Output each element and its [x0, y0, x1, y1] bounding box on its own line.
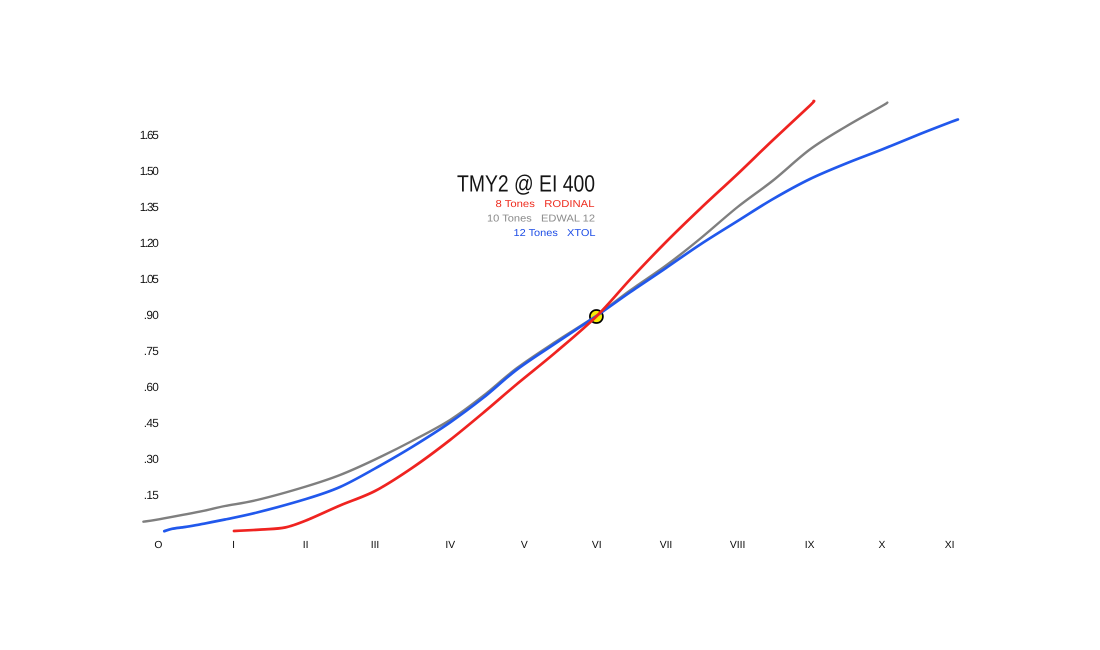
svg-text:I: I	[232, 540, 235, 551]
svg-text:.75: .75	[144, 344, 159, 358]
svg-text:1.65: 1.65	[140, 128, 159, 142]
svg-text:10 Tones EDWAL 12: 10 Tones EDWAL 12	[487, 214, 595, 225]
svg-text:II: II	[303, 540, 309, 551]
svg-text:1.05: 1.05	[140, 272, 159, 286]
svg-text:VII: VII	[660, 540, 673, 551]
svg-text:O: O	[154, 540, 162, 551]
svg-text:IV: IV	[445, 540, 455, 551]
svg-text:.45: .45	[144, 416, 159, 430]
svg-text:III: III	[371, 540, 380, 551]
svg-text:X: X	[878, 540, 885, 551]
svg-text:VI: VI	[592, 540, 602, 551]
svg-text:1.35: 1.35	[140, 200, 159, 214]
svg-text:.60: .60	[144, 380, 159, 394]
svg-text:VIII: VIII	[730, 540, 745, 551]
svg-text:1.20: 1.20	[140, 236, 159, 250]
svg-text:XI: XI	[945, 540, 955, 551]
svg-text:IX: IX	[805, 540, 815, 551]
svg-text:V: V	[521, 540, 528, 551]
svg-text:8 Tones RODINAL: 8 Tones RODINAL	[496, 199, 595, 210]
svg-text:.90: .90	[144, 308, 159, 322]
svg-text:1.50: 1.50	[140, 164, 159, 178]
svg-text:.15: .15	[144, 488, 159, 502]
svg-text:TMY2 @ EI 400: TMY2 @ EI 400	[457, 171, 595, 197]
svg-text:12 Tones XTOL: 12 Tones XTOL	[514, 228, 596, 239]
svg-text:.30: .30	[144, 452, 159, 466]
